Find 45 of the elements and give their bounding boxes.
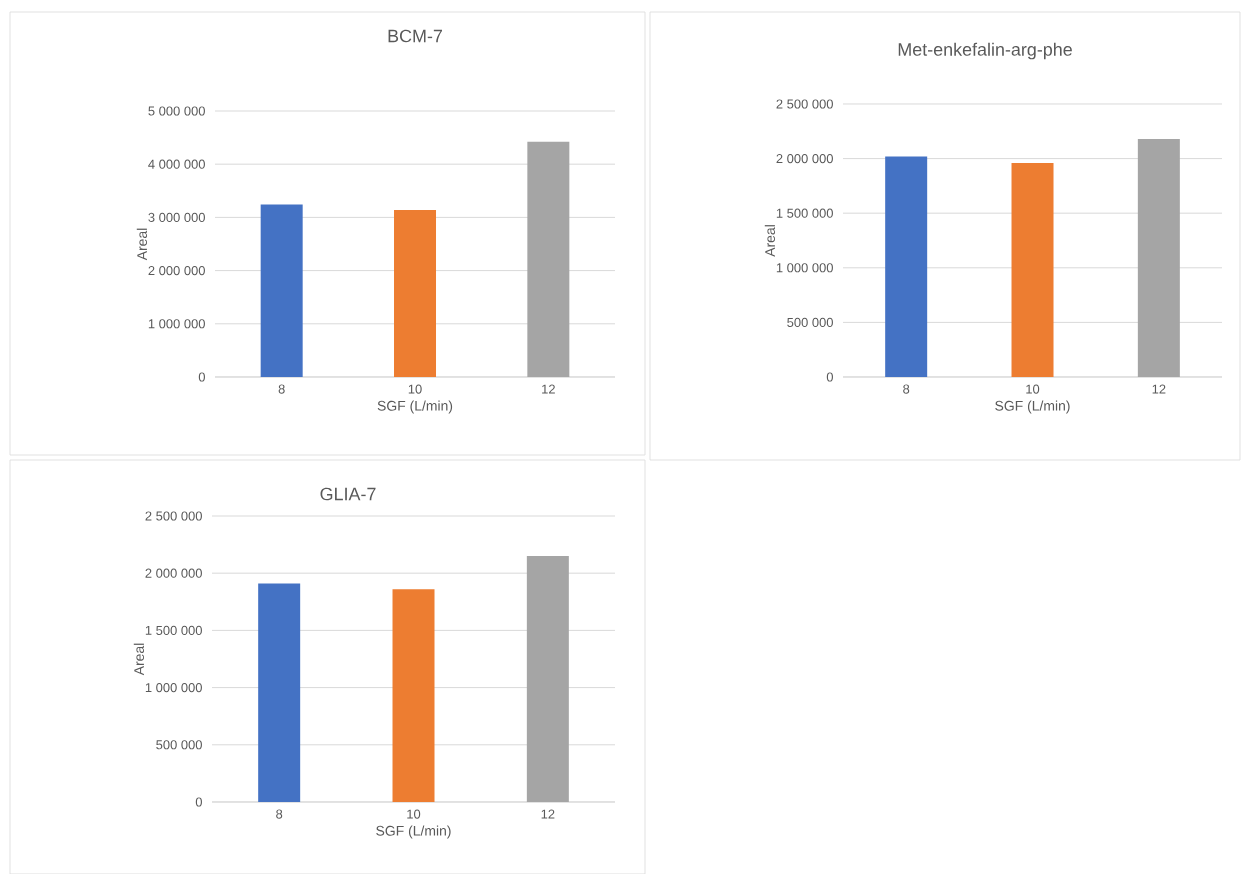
y-tick-label: 2 000 000 bbox=[776, 153, 833, 164]
y-tick-label: 1 000 000 bbox=[776, 263, 833, 273]
bar bbox=[392, 589, 435, 802]
y-tick-label: 4 000 000 bbox=[148, 159, 205, 169]
x-tick-label: 8 bbox=[278, 384, 285, 394]
bar bbox=[260, 204, 303, 377]
x-tick-label: 10 bbox=[408, 384, 422, 394]
chart-title: GLIA-7 bbox=[320, 487, 376, 501]
y-tick-label: 2 000 000 bbox=[148, 266, 205, 276]
bar bbox=[258, 583, 301, 802]
bar bbox=[885, 156, 928, 377]
y-axis-title: Areal bbox=[136, 228, 148, 261]
bar bbox=[394, 209, 437, 377]
y-axis-title: Areal bbox=[764, 225, 776, 257]
x-axis-title: SGF (L/min) bbox=[995, 400, 1070, 414]
bar bbox=[1137, 138, 1180, 377]
x-tick-label: 8 bbox=[903, 384, 910, 394]
y-axis-title: Areal bbox=[133, 643, 145, 676]
chart-title: BCM-7 bbox=[388, 29, 443, 43]
y-tick-label: 500 000 bbox=[156, 740, 202, 750]
x-tick-label: 12 bbox=[541, 809, 555, 819]
y-tick-label: 1 000 000 bbox=[148, 319, 205, 329]
x-axis-title: SGF (L/min) bbox=[377, 400, 453, 414]
y-tick-label: 0 bbox=[826, 372, 833, 382]
y-tick-label: 2 500 000 bbox=[145, 511, 202, 521]
y-tick-label: 2 000 000 bbox=[145, 568, 202, 578]
y-tick-label: 1 000 000 bbox=[145, 683, 202, 693]
x-axis-title: SGF (L/min) bbox=[376, 825, 451, 839]
bar bbox=[526, 556, 569, 802]
y-tick-label: 5 000 000 bbox=[148, 106, 205, 116]
y-tick-label: 2 500 000 bbox=[776, 99, 833, 109]
y-tick-label: 0 bbox=[198, 372, 205, 382]
bar bbox=[527, 141, 570, 377]
y-tick-label: 0 bbox=[195, 797, 202, 807]
x-tick-label: 10 bbox=[407, 809, 421, 819]
x-tick-label: 12 bbox=[542, 384, 555, 394]
y-tick-label: 1 500 000 bbox=[776, 208, 833, 218]
x-tick-label: 8 bbox=[276, 809, 283, 819]
x-tick-label: 10 bbox=[1026, 384, 1040, 394]
x-tick-label: 12 bbox=[1152, 384, 1166, 394]
chart-title: Met-enkefalin-arg-phe bbox=[898, 42, 1072, 60]
y-tick-label: 3 000 000 bbox=[148, 212, 205, 222]
y-tick-label: 500 000 bbox=[787, 317, 833, 327]
bar bbox=[1011, 162, 1054, 377]
y-tick-label: 1 500 000 bbox=[145, 625, 202, 635]
